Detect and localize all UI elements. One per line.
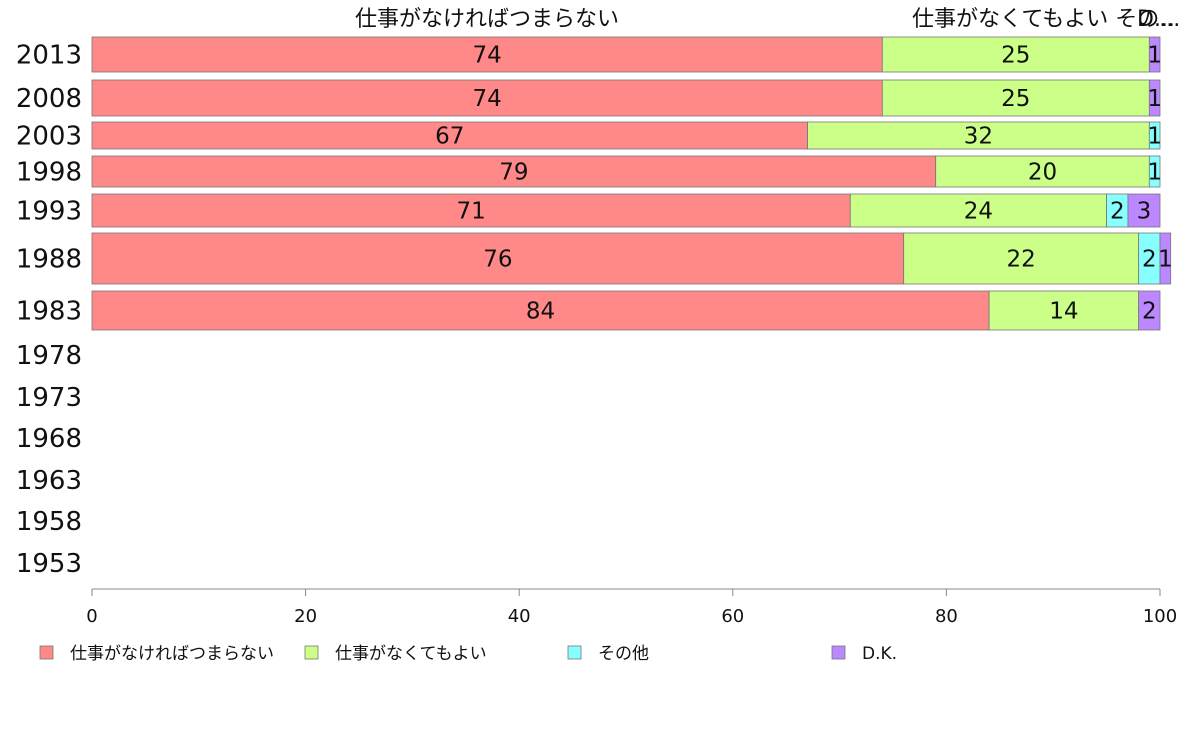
bar-1983-series-0 [91,290,990,331]
year-label-2008: 2008 [16,84,82,114]
bar-label-1998-series-1: 20 [1028,160,1057,186]
bar-label-1988-series-1: 22 [1007,247,1036,273]
year-label-1978: 1978 [16,341,82,371]
bar-label-2003-series-2: 1 [1147,124,1162,150]
bar-label-1988-series-2: 2 [1142,247,1157,273]
bar-label-2003-series-0: 67 [435,124,464,150]
x-tick-label-100: 100 [1143,606,1177,627]
bar-1998-series-0 [91,155,937,188]
x-tick-label-20: 20 [294,606,317,627]
legend-label-1: 仕事がなくてもよい [335,644,487,664]
legend-label-3: D.K. [862,644,897,664]
legend-swatch-3 [831,645,846,660]
bar-label-2013-series-1: 25 [1001,43,1030,69]
bar-1993-series-0 [91,193,851,228]
bars: 74 25 174 25 167 32 179 20 171 24 2 376 22 2 184 14 2 [91,36,1173,331]
legend-swatch-0 [39,645,54,660]
bar-2003-series-1 [807,121,1150,150]
x-tick-label-40: 40 [508,606,531,627]
year-label-1958: 1958 [16,507,82,537]
bar-label-1993-series-3: 3 [1137,199,1152,225]
bar-label-1993-series-1: 24 [964,199,993,225]
bar-label-2008-series-1: 25 [1001,86,1030,112]
legend-label-2: その他 [598,644,649,664]
year-label-1983: 1983 [16,297,82,327]
bar-2013-series-0 [91,36,883,73]
bar-1983-series-1 [988,290,1140,331]
bar-label-2008-series-0: 74 [473,86,502,112]
bar-label-2013-series-3: 1 [1147,43,1162,69]
bar-label-2008-series-3: 1 [1147,86,1162,112]
bar-1993-series-1 [849,193,1108,228]
year-label-1988: 1988 [16,245,82,275]
header-label-0: 仕事がなければつまらない [355,7,619,32]
bar-label-1983-series-3: 2 [1142,299,1157,325]
bar-2013-series-1 [881,36,1150,73]
year-label-2003: 2003 [16,122,82,152]
bar-label-1988-series-0: 76 [483,247,512,273]
year-label-1953: 1953 [16,549,82,579]
year-label-1968: 1968 [16,424,82,454]
bar-2008-series-0 [91,79,883,117]
header-label-1: 仕事がなくてもよい その... [912,7,1180,32]
legend-swatch-1 [304,645,319,660]
bar-label-1993-series-2: 2 [1110,199,1125,225]
bar-label-1988-series-3: 1 [1158,247,1173,273]
bar-label-1998-series-0: 79 [499,160,528,186]
series-headers: 仕事がなければつまらない 仕事がなくてもよい その... D... [355,7,1180,32]
bar-label-1983-series-1: 14 [1049,299,1078,325]
header-label-2: D... [1137,7,1175,32]
legend: 仕事がなければつまらない 仕事がなくてもよい その他 D.K. [39,644,897,664]
bar-label-1993-series-0: 71 [456,199,485,225]
bar-1988-series-3 [1159,232,1172,285]
x-axis: 0 20 40 60 80 100 [86,588,1177,627]
legend-swatch-2 [567,645,582,660]
year-label-1973: 1973 [16,383,82,413]
bar-1988-series-0 [91,232,905,285]
x-tick-label-0: 0 [86,606,97,627]
legend-label-0: 仕事がなければつまらない [70,644,274,664]
bar-1998-series-2 [1148,155,1161,188]
bar-1983-series-3 [1138,290,1161,331]
bar-label-2003-series-1: 32 [964,124,993,150]
bar-2008-series-1 [881,79,1150,117]
bar-2003-series-0 [91,121,808,150]
bar-1998-series-1 [935,155,1150,188]
bar-label-1983-series-0: 84 [526,299,555,325]
x-tick-label-80: 80 [935,606,958,627]
bar-label-2013-series-0: 74 [473,43,502,69]
bar-1993-series-3 [1127,193,1161,228]
bar-label-1998-series-2: 1 [1147,160,1162,186]
bar-2003-series-2 [1148,121,1161,150]
bar-2013-series-3 [1148,36,1161,73]
year-label-1993: 1993 [16,197,82,227]
year-label-2013: 2013 [16,41,82,71]
bar-2008-series-3 [1148,79,1161,117]
x-tick-label-60: 60 [721,606,744,627]
year-label-1998: 1998 [16,158,82,188]
year-label-1963: 1963 [16,466,82,496]
year-labels: 2013 2008 2003 1998 1993 1988 1983 1978 1973 1968… [16,41,82,580]
